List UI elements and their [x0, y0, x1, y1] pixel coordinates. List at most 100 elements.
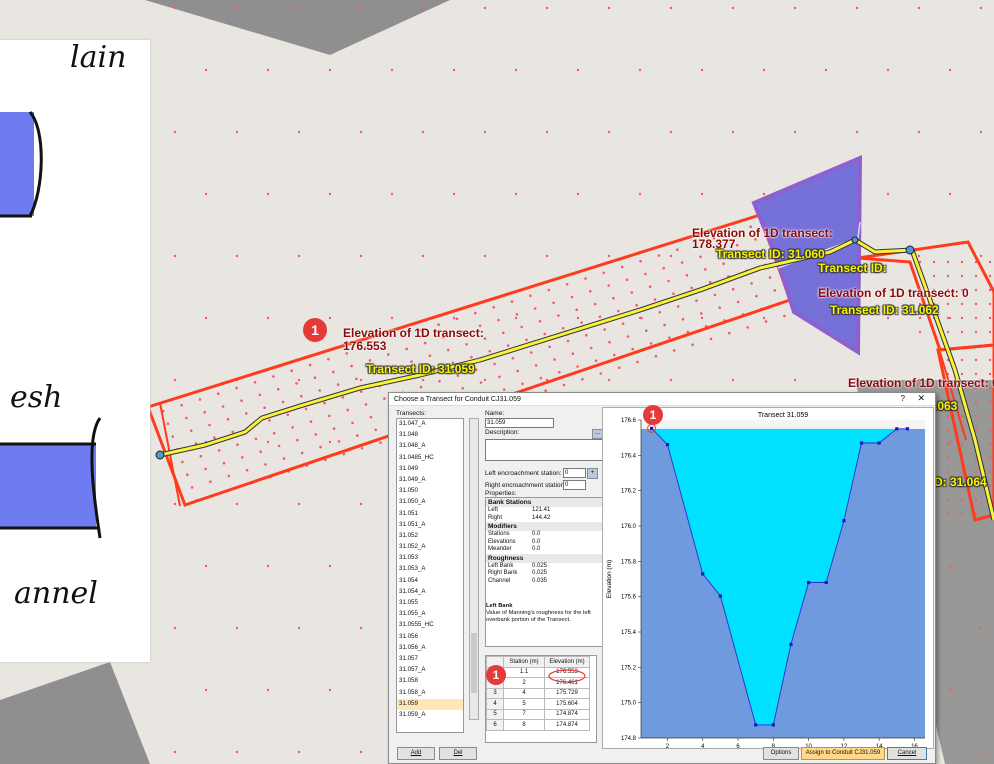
node-point[interactable] — [155, 450, 165, 460]
mesh-dot — [277, 444, 281, 448]
node-point[interactable] — [851, 236, 859, 244]
cancel-button[interactable]: Cancel — [887, 747, 927, 760]
transect-list-item[interactable]: 31.048 — [399, 431, 418, 439]
transect-list-item[interactable]: 31.054_A — [399, 587, 426, 595]
transect-chart[interactable]: Transect 31.059 174.8 175.0 175.2 175.4 175.6… — [602, 407, 934, 758]
name-input[interactable]: 31.059 — [485, 418, 554, 428]
station-cell[interactable]: 4 — [503, 687, 545, 699]
transect-list-item[interactable]: 31.055 — [399, 599, 418, 606]
transect-point[interactable] — [859, 441, 864, 445]
elevation-cell[interactable]: 175.604 — [544, 698, 590, 710]
mesh-dot — [529, 294, 532, 298]
node-point[interactable] — [905, 245, 915, 255]
transect-point[interactable] — [877, 441, 881, 445]
prop-row[interactable]: Left Bank 0.025 — [488, 562, 548, 569]
table-header-station[interactable]: Station (m) — [503, 656, 545, 668]
transect-point[interactable] — [842, 519, 846, 523]
transect-list-item[interactable]: 31.049_A — [399, 475, 426, 483]
prop-row[interactable]: Left 121.41 — [488, 507, 551, 513]
mesh-dot — [918, 302, 922, 306]
left-encroachment-button[interactable]: + — [587, 468, 598, 479]
transect-point[interactable] — [905, 427, 909, 431]
transect-list-item[interactable]: 31.055_A — [399, 610, 426, 618]
channel-boundary-right[interactable] — [857, 240, 994, 352]
mesh-dot — [547, 288, 551, 292]
prop-row[interactable]: Elevations 0.0 — [488, 538, 541, 545]
table-row[interactable]: 3 4 175.729 — [486, 687, 590, 699]
transect-line[interactable] — [939, 351, 967, 441]
transect-list-item[interactable]: 31.051_A — [399, 520, 426, 528]
transect-list-item[interactable]: 31.050_A — [399, 498, 426, 506]
station-cell[interactable]: 7 — [503, 708, 545, 720]
assign-to-conduit-button[interactable]: Assign to Conduit CJ31.059 — [801, 747, 885, 760]
transect-list-item[interactable]: 31.053 — [399, 554, 418, 562]
transect-list-item[interactable]: 31.051 — [399, 509, 418, 517]
transect-point[interactable] — [807, 580, 811, 585]
transect-list-item[interactable]: 31.053_A — [399, 565, 426, 573]
left-encroachment-input[interactable]: 0 — [563, 468, 586, 478]
transect-list-item[interactable]: 31.050 — [399, 487, 418, 495]
station-cell[interactable]: 2 — [503, 677, 545, 689]
transects-list[interactable]: 31.047_A 31.048 31.048_A 31.0485_HC 31.049 31… — [396, 418, 464, 733]
transect-point[interactable] — [771, 723, 775, 727]
transect-list-item[interactable]: 31.052 — [399, 531, 418, 539]
transect-point[interactable] — [789, 642, 793, 646]
elevation-cell[interactable]: 174.874 — [544, 708, 590, 720]
description-input[interactable] — [485, 439, 603, 461]
mesh-dot — [235, 386, 238, 390]
scrollbar-thumb[interactable] — [471, 633, 477, 693]
transects-scrollbar[interactable] — [469, 418, 479, 720]
elevation-cell[interactable]: 174.874 — [544, 719, 590, 731]
options-button[interactable]: Options — [763, 747, 799, 760]
elevation-cell[interactable]: 175.729 — [544, 687, 590, 699]
prop-row[interactable]: Channel 0.035 — [488, 577, 548, 584]
table-row[interactable]: 6 8 174.874 — [486, 719, 590, 731]
channel-boundary-right-2[interactable] — [936, 343, 994, 522]
transect-list-item[interactable]: 31.057_A — [399, 666, 426, 674]
dialog-titlebar[interactable]: Choose a Transect for Conduit CJ31.059 ?… — [389, 393, 935, 406]
transect-point[interactable] — [824, 580, 828, 585]
help-button[interactable]: ? — [900, 394, 905, 403]
transect-list-item[interactable]: 31.048_A — [399, 442, 426, 450]
station-cell[interactable]: 1.1 — [503, 666, 545, 678]
transect-point[interactable] — [754, 723, 758, 727]
transect-list-item[interactable]: 31.047_A — [399, 420, 426, 427]
transect-list-item[interactable]: 31.0485_HC — [399, 453, 434, 461]
table-row[interactable]: 4 5 175.604 — [486, 698, 590, 710]
transect-list-item[interactable]: 31.058 — [399, 677, 418, 685]
transect-list-item[interactable]: 31.052_A — [399, 543, 426, 551]
close-button[interactable]: ✕ — [917, 393, 925, 403]
right-encroachment-input[interactable]: 0 — [563, 480, 586, 490]
transect-chart-svg[interactable]: Transect 31.059 174.8 175.0 175.2 175.4 175.6… — [603, 408, 933, 758]
transect-list-item[interactable]: 31.059 — [397, 698, 463, 710]
transect-list-item[interactable]: 31.058_A — [399, 688, 426, 696]
station-cell[interactable]: 5 — [503, 698, 545, 710]
transect-list-item[interactable]: 31.056 — [399, 632, 418, 640]
prop-row[interactable]: Right 144.42 — [488, 514, 551, 521]
add-button[interactable]: Add — [397, 747, 435, 760]
transect-list-item[interactable]: 31.059_A — [399, 710, 426, 718]
transect-point[interactable] — [701, 572, 705, 576]
transect-list-item[interactable]: 31.056_A — [399, 643, 426, 651]
mesh-dot — [946, 484, 950, 488]
transect-list-item[interactable]: 31.0555_HC — [399, 621, 434, 629]
transect-list-item[interactable]: 31.057 — [399, 654, 418, 662]
property-description-text: Value of Manning's roughness for the lef… — [486, 610, 591, 623]
mesh-dot — [731, 378, 735, 382]
transect-list-item[interactable]: 31.049 — [399, 464, 418, 472]
table-row[interactable]: 5 7 174.874 — [486, 708, 590, 720]
transect-point[interactable] — [718, 594, 722, 598]
mesh-dot — [428, 354, 432, 358]
prop-row[interactable]: Stations 0.0 — [488, 531, 541, 537]
prop-row[interactable]: Meander 0.0 — [488, 546, 541, 552]
prop-row[interactable]: Right Bank 0.025 — [488, 570, 548, 576]
transect-list-item[interactable]: 31.054 — [399, 576, 418, 584]
properties-grid[interactable]: Bank Stations Left 121.41 Right 144.42 Mod… — [485, 497, 603, 647]
transect-point[interactable] — [895, 427, 899, 431]
del-button[interactable]: Del — [439, 747, 477, 760]
transect-point[interactable] — [650, 426, 654, 430]
transect-point[interactable] — [665, 443, 670, 447]
station-cell[interactable]: 8 — [503, 719, 545, 731]
table-header-elevation[interactable]: Elevation (m) — [544, 656, 590, 668]
mesh-dot — [676, 305, 680, 308]
